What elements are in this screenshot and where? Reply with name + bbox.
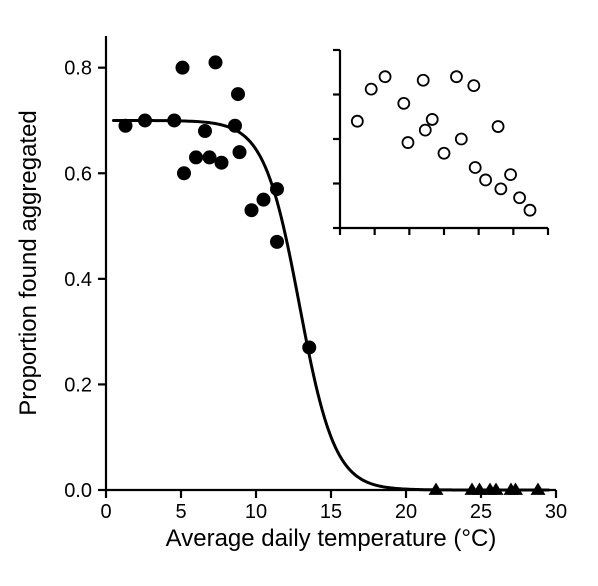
inset-backdrop <box>334 44 554 242</box>
chart-svg: 0 5 10 15 20 25 30 0.0 0.2 0.4 0.6 0.8 Average daily… <box>0 0 598 586</box>
data-point-circle <box>168 114 181 127</box>
data-point-circle <box>245 204 258 217</box>
x-tick-label: 15 <box>320 501 342 523</box>
data-point-circle <box>176 61 189 74</box>
data-point-circle <box>271 235 284 248</box>
data-point-circle <box>303 341 316 354</box>
y-tick-label: 0.6 <box>64 163 92 185</box>
data-point-circle <box>215 156 228 169</box>
data-point-circle <box>178 167 191 180</box>
data-point-circle <box>203 151 216 164</box>
x-tick-label: 25 <box>470 501 492 523</box>
data-point-circle <box>229 119 242 132</box>
y-tick-label: 0.8 <box>64 58 92 80</box>
y-tick-label: 0.4 <box>64 269 92 291</box>
x-tick-label: 30 <box>545 501 567 523</box>
y-tick-label: 0.2 <box>64 374 92 396</box>
data-point-circle <box>257 193 270 206</box>
data-point-circle <box>119 119 132 132</box>
data-point-circle <box>233 146 246 159</box>
data-point-circle <box>232 88 245 101</box>
figure-stage: 0 5 10 15 20 25 30 0.0 0.2 0.4 0.6 0.8 Average daily… <box>0 0 598 586</box>
data-point-circle <box>271 183 284 196</box>
x-tick-label: 0 <box>100 501 111 523</box>
y-tick-label: 0.0 <box>64 480 92 502</box>
x-tick-label: 10 <box>245 501 267 523</box>
inset-chart <box>333 44 554 242</box>
data-point-circle <box>199 125 212 138</box>
x-axis-label: Average daily temperature (°C) <box>166 525 497 552</box>
data-point-circle <box>139 114 152 127</box>
x-tick-label: 5 <box>175 501 186 523</box>
x-tick-label: 20 <box>395 501 417 523</box>
data-point-circle <box>209 56 222 69</box>
data-point-circle <box>190 151 203 164</box>
y-axis-label: Proportion found aggregated <box>15 110 42 416</box>
